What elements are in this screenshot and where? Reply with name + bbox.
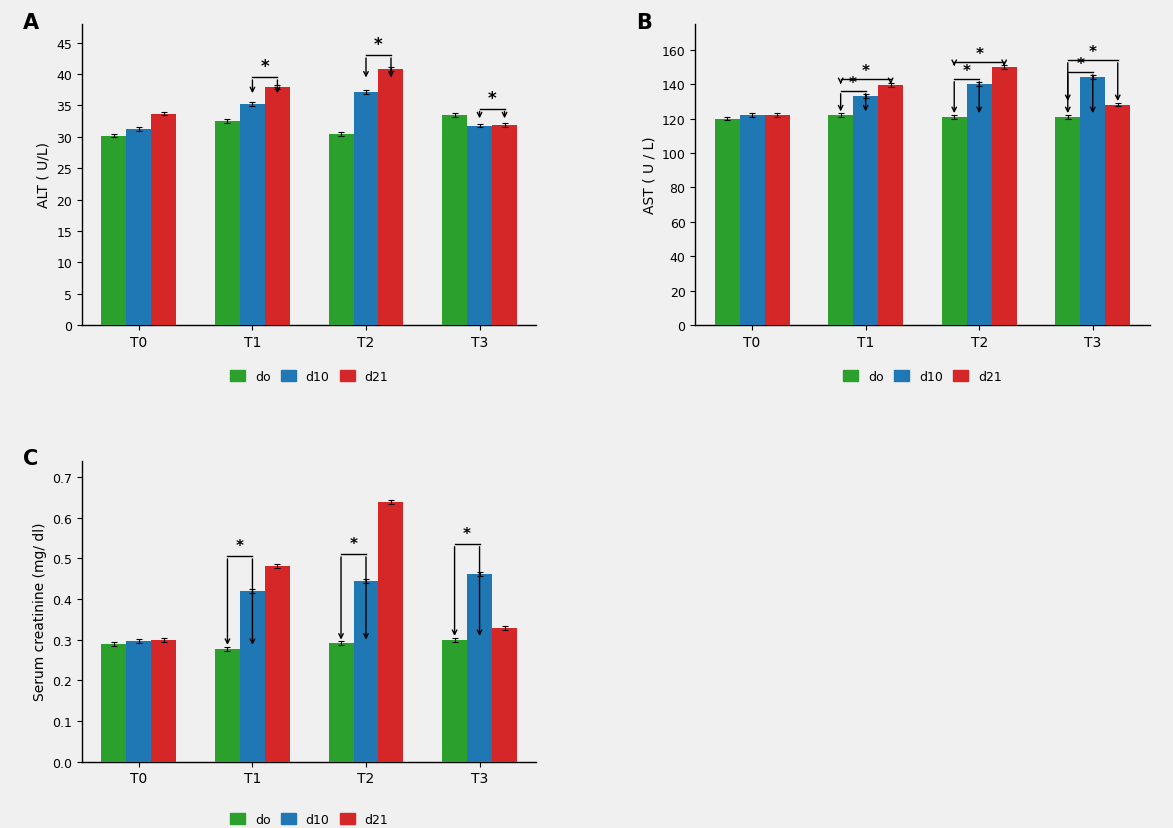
Text: *: *: [862, 64, 869, 79]
Bar: [1080, 78, 1105, 325]
Bar: [879, 86, 903, 325]
Bar: [967, 85, 991, 325]
Y-axis label: ALT ( U/L): ALT ( U/L): [38, 142, 50, 208]
Bar: [328, 134, 353, 325]
Bar: [379, 503, 404, 762]
Text: *: *: [260, 58, 270, 76]
Y-axis label: Serum creatinine (mg/ dl): Serum creatinine (mg/ dl): [33, 522, 47, 700]
Bar: [828, 116, 853, 325]
Bar: [491, 126, 517, 325]
Text: *: *: [1089, 45, 1097, 60]
Y-axis label: AST ( U / L): AST ( U / L): [642, 137, 656, 214]
Bar: [353, 93, 379, 325]
Bar: [379, 70, 404, 325]
Bar: [1105, 106, 1131, 325]
Text: *: *: [1077, 57, 1084, 72]
Bar: [151, 640, 176, 762]
Bar: [442, 640, 467, 762]
Bar: [265, 88, 290, 325]
Bar: [714, 119, 740, 325]
Bar: [442, 116, 467, 325]
Text: *: *: [849, 76, 857, 91]
Text: *: *: [963, 64, 971, 79]
Text: *: *: [374, 36, 382, 55]
Text: *: *: [350, 537, 358, 551]
Bar: [101, 644, 127, 762]
Bar: [265, 566, 290, 762]
Text: C: C: [23, 449, 39, 469]
Bar: [467, 574, 491, 762]
Bar: [240, 591, 265, 762]
Text: B: B: [636, 12, 652, 33]
Bar: [240, 105, 265, 325]
Legend: do, d10, d21: do, d10, d21: [228, 810, 391, 828]
Bar: [491, 628, 517, 762]
Legend: do, d10, d21: do, d10, d21: [841, 368, 1004, 386]
Bar: [942, 118, 967, 325]
Text: A: A: [23, 12, 39, 33]
Text: *: *: [488, 89, 496, 108]
Bar: [765, 116, 789, 325]
Bar: [215, 649, 240, 762]
Bar: [467, 127, 491, 325]
Bar: [215, 122, 240, 325]
Bar: [127, 641, 151, 762]
Bar: [151, 114, 176, 325]
Text: *: *: [236, 538, 244, 553]
Bar: [853, 97, 879, 325]
Text: *: *: [463, 526, 472, 541]
Bar: [353, 582, 379, 762]
Text: *: *: [975, 47, 983, 62]
Bar: [740, 116, 765, 325]
Legend: do, d10, d21: do, d10, d21: [228, 368, 391, 386]
Bar: [328, 643, 353, 762]
Bar: [991, 68, 1017, 325]
Bar: [101, 137, 127, 325]
Bar: [1056, 118, 1080, 325]
Bar: [127, 130, 151, 325]
